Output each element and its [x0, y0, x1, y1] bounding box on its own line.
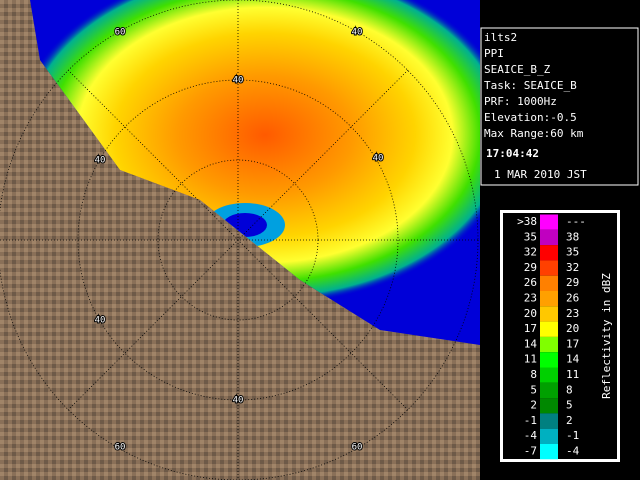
legend-swatch	[540, 229, 558, 246]
legend-swatch	[540, 306, 558, 322]
legend-swatch	[540, 260, 558, 276]
legend-lower: 8	[530, 368, 537, 381]
range-label: 40	[95, 156, 106, 166]
legend-swatch	[540, 367, 558, 383]
legend-upper: 2	[566, 414, 573, 427]
range-label: 60	[115, 443, 126, 453]
legend-lower: >38	[517, 215, 537, 228]
legend-swatch	[540, 245, 558, 261]
legend-lower: -7	[524, 445, 537, 458]
legend-lower: -4	[524, 429, 538, 442]
legend-swatch	[540, 382, 558, 399]
legend-upper: ---	[566, 215, 586, 228]
info-line: PRF: 1000Hz	[484, 95, 557, 108]
range-label: 40	[373, 154, 384, 164]
legend-swatch	[540, 291, 558, 307]
info-line: Elevation:-0.5	[484, 111, 577, 124]
legend-upper: 29	[566, 276, 579, 289]
legend-swatch	[540, 428, 558, 444]
legend-swatch	[540, 444, 558, 460]
time: 17:04:42	[486, 147, 539, 160]
info-line: Task: SEAICE_B	[484, 79, 577, 92]
legend-swatch	[540, 275, 558, 291]
legend-lower: 14	[524, 337, 538, 350]
legend-lower: -1	[524, 414, 537, 427]
legend-upper: 14	[566, 353, 580, 366]
legend-upper: 26	[566, 292, 579, 305]
range-label: 60	[115, 28, 126, 38]
range-label: 40	[233, 396, 244, 406]
legend-swatch	[540, 352, 558, 368]
legend-upper: 20	[566, 322, 579, 335]
legend-title: Reflectivity in dBZ	[600, 273, 613, 399]
range-label: 40	[233, 76, 244, 86]
range-label: 40	[95, 316, 106, 326]
legend-lower: 2	[530, 399, 537, 412]
date: 1 MAR 2010 JST	[494, 168, 587, 181]
legend-lower: 17	[524, 322, 537, 335]
legend-upper: 35	[566, 246, 579, 259]
legend-lower: 26	[524, 276, 537, 289]
legend-lower: 23	[524, 292, 537, 305]
info-line: ilts2	[484, 31, 517, 44]
info-panel	[480, 27, 639, 186]
legend-lower: 35	[524, 230, 537, 243]
legend-upper: 23	[566, 307, 579, 320]
legend-upper: 8	[566, 383, 573, 396]
legend-upper: 5	[566, 399, 573, 412]
legend-upper: 17	[566, 337, 579, 350]
range-label: 40	[352, 28, 363, 38]
legend-upper: 38	[566, 230, 579, 243]
radar-image	[0, 0, 480, 480]
legend-upper: -4	[566, 445, 580, 458]
info-line: SEAICE_B_Z	[484, 63, 551, 76]
legend-swatch	[540, 336, 558, 353]
legend-lower: 11	[524, 353, 537, 366]
info-line: PPI	[484, 47, 504, 60]
legend-lower: 29	[524, 261, 537, 274]
legend-swatch	[540, 398, 558, 414]
legend-lower: 32	[524, 246, 537, 259]
range-label: 60	[352, 443, 363, 453]
legend-upper: -1	[566, 429, 579, 442]
legend-upper: 32	[566, 261, 579, 274]
legend-upper: 11	[566, 368, 579, 381]
range-rings	[157, 159, 319, 321]
legend-inner	[503, 213, 617, 459]
legend-swatch	[540, 321, 558, 337]
info-line: Max Range:60 km	[484, 127, 584, 140]
legend-swatch	[540, 413, 558, 429]
legend-swatch	[540, 214, 558, 230]
legend-lower: 5	[530, 383, 537, 396]
legend-lower: 20	[524, 307, 537, 320]
